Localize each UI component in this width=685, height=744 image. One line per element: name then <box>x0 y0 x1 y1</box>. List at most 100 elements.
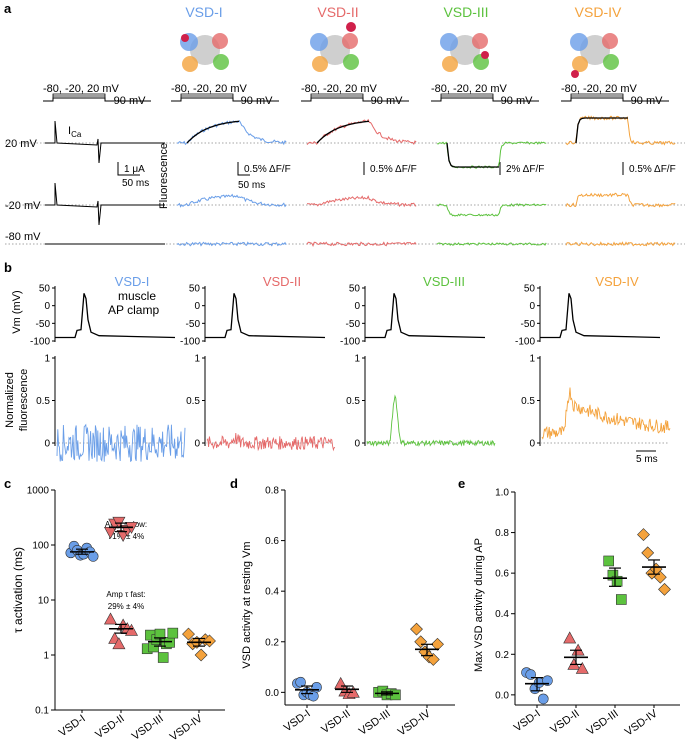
fluorescence-trace <box>565 241 676 247</box>
vsd1-title-a: VSD-I <box>185 4 222 20</box>
x-tick-label: VSD-III <box>357 708 393 738</box>
fluo-tick-label: 1 <box>194 354 200 365</box>
normalized-fluo-trace <box>541 387 671 440</box>
y-tick-label: 10 <box>38 596 50 607</box>
voltage-row-label: -80 mV <box>5 231 41 243</box>
y-tick-label: 0.6 <box>495 569 509 580</box>
x-tick-label: VSD-IV <box>623 707 660 738</box>
data-point <box>575 661 589 674</box>
panel-a-traces <box>5 93 685 247</box>
panel-a: VSD-I VSD-II VSD-III VSD-IV -80, -20, 20… <box>5 4 685 247</box>
data-point <box>426 653 440 666</box>
fluo-tick-label: 0 <box>194 439 200 450</box>
vsd2-title-b: VSD-II <box>263 274 301 289</box>
fit-curve <box>316 120 370 144</box>
c-ylabel: τ activation (ms) <box>11 547 25 633</box>
ica-text: I <box>68 125 71 137</box>
vm-tick-label: -100 <box>180 337 200 348</box>
fluorescence-trace <box>176 119 287 146</box>
fit-curve <box>446 142 499 168</box>
data-point <box>103 612 118 625</box>
y-tick-label: 0.0 <box>265 688 279 699</box>
panel-label-d: d <box>230 476 238 491</box>
ap-trace <box>205 293 326 339</box>
vm-tick-label: 0 <box>529 301 535 312</box>
protocol-label: -80, -20, 20 mV <box>301 83 377 95</box>
x-tick-label: VSD-I <box>57 713 88 740</box>
amp-fast-line1: Amp τ fast: <box>106 590 145 599</box>
fluorescence-trace <box>306 241 417 247</box>
vsd3-title-a: VSD-III <box>443 4 488 20</box>
protocol-label: -80, -20, 20 mV <box>561 83 637 95</box>
protocol-label: -80, -20, 20 mV <box>431 83 507 95</box>
data-point <box>295 676 306 688</box>
channel-structure-icon <box>180 22 619 78</box>
vm-tick-label: 50 <box>189 284 201 295</box>
fluo-tick-label: 0.5 <box>521 396 535 407</box>
fluo-tick-label: 0.5 <box>346 396 360 407</box>
ica-subscript: Ca <box>71 130 82 139</box>
panel-b: VSD-I VSD-II VSD-III VSD-IV muscle AP cl… <box>4 274 671 465</box>
y-tick-label: 1 <box>43 651 49 662</box>
fluo-tick-label: 1 <box>529 354 535 365</box>
fluorescence-trace <box>176 241 287 247</box>
data-point <box>563 631 577 644</box>
voltage-row-label: 20 mV <box>5 138 37 150</box>
panel-label-e: e <box>458 476 465 491</box>
vm-tick-label: 50 <box>349 284 361 295</box>
data-point <box>194 648 208 662</box>
data-point <box>112 637 126 650</box>
fluo-scale-label: 2% ΔF/F <box>506 164 544 175</box>
x-tick-label: VSD-I <box>282 708 313 735</box>
y-tick-label: 100 <box>32 541 49 552</box>
vm-tick-label: -100 <box>515 337 535 348</box>
fluo-scale-label: 0.5% ΔF/F <box>370 164 417 175</box>
panel-c: τ activation (ms) Amp τ slow: 71% ± 4% A… <box>11 486 225 744</box>
fluo-scale-bar <box>237 162 250 176</box>
data-point <box>537 693 549 705</box>
fluorescence-trace <box>565 192 676 208</box>
normalized-fluo-trace <box>206 432 336 452</box>
fluorescence-trace <box>436 203 547 217</box>
annotation-ap-clamp: AP clamp <box>108 303 159 317</box>
x-tick-label: VSD-II <box>319 708 352 736</box>
current-trace <box>45 120 165 164</box>
vm-tick-label: 0 <box>194 301 200 312</box>
vsd4-title-a: VSD-IV <box>575 4 622 20</box>
normalized-fluo-trace <box>366 394 496 447</box>
ica-label: ICa <box>68 125 82 139</box>
x-tick-label: VSD-III <box>130 713 166 743</box>
voltage-row-label: -20 mV <box>5 200 41 212</box>
protocol-steps <box>52 93 106 98</box>
y-tick-label: 1.0 <box>495 488 509 499</box>
fluo-ylabel-1: Normalized <box>4 372 16 428</box>
current-scale-bar <box>117 162 140 176</box>
normalized-fluo-trace <box>56 423 186 463</box>
vm-tick-label: -50 <box>186 319 201 330</box>
ap-trace <box>365 293 486 339</box>
data-point <box>658 582 671 596</box>
y-tick-label: 0.2 <box>265 637 279 648</box>
vsd1-title-b: VSD-I <box>115 274 150 289</box>
y-tick-label: 0.2 <box>495 650 509 661</box>
vm-tick-label: 0 <box>354 301 360 312</box>
panel-label-a: a <box>4 1 12 16</box>
fluo-tick-label: 1 <box>354 354 360 365</box>
fluo-scale-label: 0.5% ΔF/F <box>629 164 676 175</box>
data-point <box>603 555 615 567</box>
panel-d: VSD activity at resting Vm 0.0 0.2 0.4 0.6 0… <box>241 486 455 739</box>
protocol-steps <box>440 93 494 98</box>
annotation-muscle: muscle <box>118 289 156 303</box>
protocol-schematic <box>43 97 151 102</box>
data-point <box>641 546 655 560</box>
protocol-steps <box>180 93 234 98</box>
fluo-ylabel-2: fluorescence <box>18 369 30 431</box>
vm-tick-label: -50 <box>36 319 51 330</box>
data-point <box>637 528 650 542</box>
amp-slow-line1: Amp τ slow: <box>105 520 147 529</box>
data-point <box>182 627 195 641</box>
fluo-tick-label: 0 <box>529 439 535 450</box>
panel-b-traces: 50 0 -50 -100 1 0.5 0 50 0 -50 -100 1 0.5 0 50 0 -50 -100… <box>30 284 671 463</box>
panel-label-b: b <box>4 260 12 275</box>
